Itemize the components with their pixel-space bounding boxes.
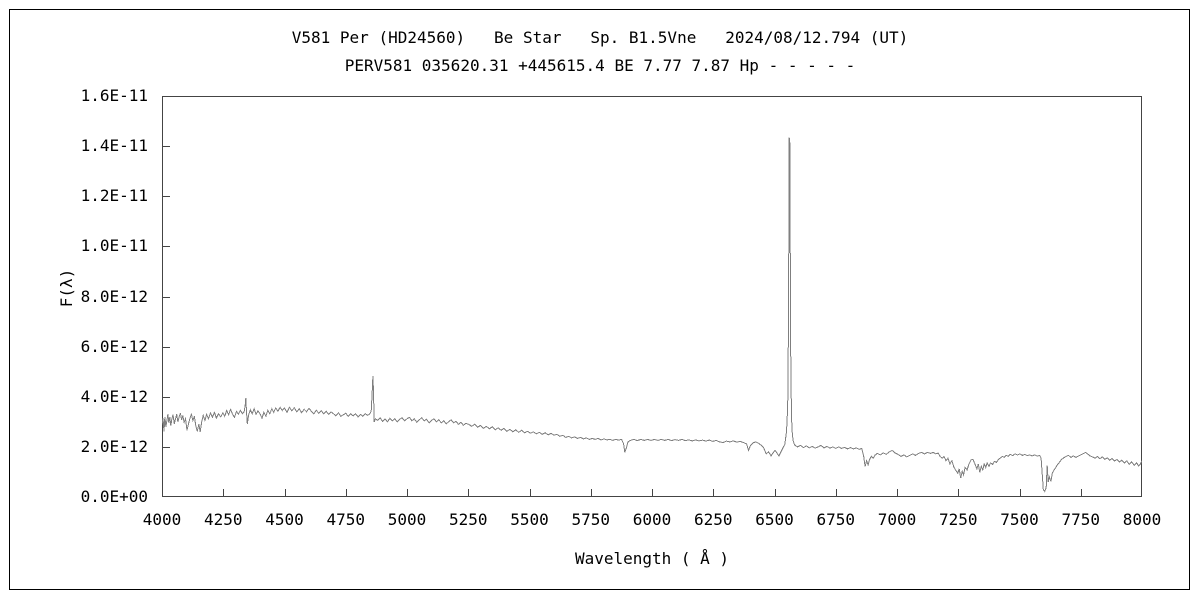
x-tick-label: 7500 — [1000, 510, 1039, 529]
axis-tick-marks — [162, 96, 1082, 496]
x-tick-label: 6250 — [693, 510, 733, 529]
x-axis-title: Wavelength ( Å ) — [574, 549, 730, 568]
x-tick-label: 4500 — [265, 510, 304, 529]
y-tick-label: 1.6E-11 — [80, 86, 148, 105]
y-tick-label: 1.2E-11 — [80, 186, 148, 206]
x-tick-label: 4000 — [142, 510, 182, 529]
x-tick-label: 4250 — [203, 510, 243, 529]
x-tick-label: 7250 — [938, 510, 978, 529]
chart-title: V581 Per (HD24560) Be Star Sp. B1.5Vne 2… — [291, 28, 909, 47]
y-tick-label: 0.0E+00 — [80, 487, 148, 506]
y-tick-label: 8.0E-12 — [80, 286, 148, 306]
spectrum-flux-line — [162, 137, 1142, 493]
y-tick-label: 6.0E-12 — [80, 336, 148, 356]
x-tick-label: 5250 — [448, 510, 488, 529]
x-tick-label: 8000 — [1122, 510, 1162, 529]
x-tick-label: 6000 — [632, 510, 672, 529]
x-tick-label: 4750 — [326, 510, 366, 529]
y-tick-label: 2.0E-12 — [80, 436, 148, 456]
x-tick-label: 7750 — [1061, 510, 1101, 529]
plot-frame — [162, 96, 1142, 497]
plot-area — [162, 96, 1142, 497]
y-tick-label: 1.4E-11 — [80, 136, 148, 156]
x-tick-label: 6500 — [755, 510, 794, 529]
x-tick-label: 7000 — [877, 510, 917, 529]
outer-border — [9, 9, 1190, 590]
chart-subtitle: PERV581 035620.31 +445615.4 BE 7.77 7.87… — [344, 56, 856, 75]
x-tick-label: 5500 — [510, 510, 549, 529]
x-tick-label: 6750 — [816, 510, 856, 529]
y-tick-label: 4.0E-12 — [80, 386, 148, 406]
y-axis-title: F(λ) — [57, 268, 76, 308]
y-tick-label: 1.0E-11 — [80, 236, 148, 256]
x-tick-label: 5000 — [387, 510, 427, 529]
x-tick-label: 5750 — [571, 510, 611, 529]
